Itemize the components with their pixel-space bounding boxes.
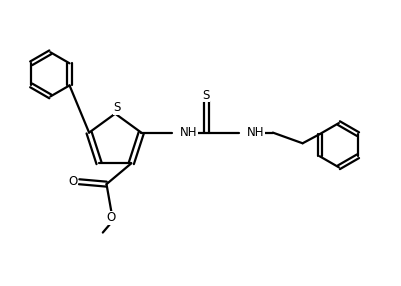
Text: S: S [113, 102, 120, 114]
Text: NH: NH [180, 126, 197, 139]
Text: S: S [202, 89, 209, 102]
Text: O: O [68, 175, 77, 188]
Text: O: O [106, 211, 115, 224]
Text: NH: NH [246, 126, 264, 139]
